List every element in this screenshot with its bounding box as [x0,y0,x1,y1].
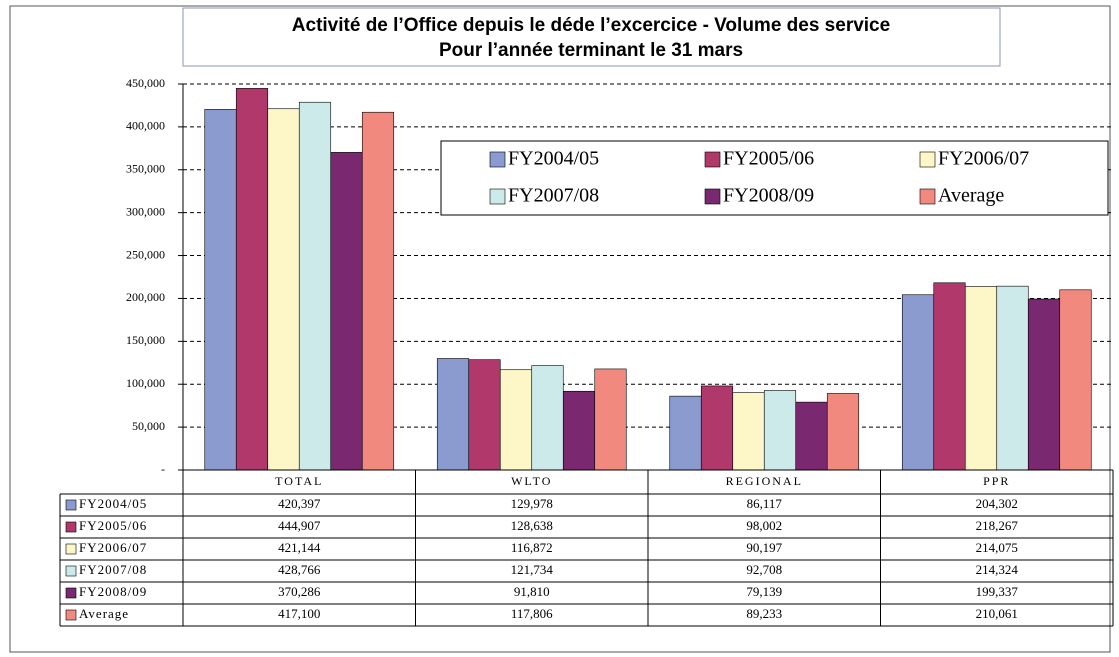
bar [204,109,237,471]
table-cell: 210,061 [976,606,1018,621]
legend-label: FY2007/08 [508,185,599,207]
legend-label: FY2008/09 [723,185,814,207]
bar [468,359,501,471]
table-cell: 128,638 [511,518,553,533]
table-row-label: Average [79,606,129,621]
title-box [182,7,1001,67]
y-tick-label: 50,000 [132,419,165,433]
table-cell: 79,139 [746,584,782,599]
table-row-label: FY2006/07 [79,540,147,555]
table-row-label: FY2008/09 [79,584,147,599]
table-cell: 117,806 [511,606,553,621]
table-cell: 86,117 [747,496,783,511]
frame [9,5,1111,653]
bar [996,285,1029,471]
legend-label: FY2004/05 [508,148,599,170]
table-row-label: FY2004/05 [79,496,147,511]
legend-label: FY2006/07 [938,148,1029,170]
bar [933,282,966,471]
table-header: PPR [983,474,1010,488]
table-cell: 89,233 [746,606,782,621]
table-cell: 370,286 [278,584,321,599]
table-cell: 428,766 [278,562,321,577]
bar [361,111,395,471]
table-cell: 199,337 [976,584,1019,599]
table-cell: 121,734 [511,562,554,577]
bar [795,401,828,471]
table-cell: 218,267 [976,518,1019,533]
y-tick-label: 250,000 [126,247,165,261]
bar [436,358,470,471]
bar [901,294,935,471]
y-tick-label: 150,000 [126,333,165,347]
bar [700,385,734,471]
table-cell: 214,324 [976,562,1019,577]
bar [669,395,702,471]
bar [499,369,533,471]
legend-swatch [704,151,721,168]
table-cell: 116,872 [511,540,553,555]
y-tick-label: 400,000 [126,119,165,133]
legend-swatch [489,151,506,168]
table-cell: 421,144 [278,540,321,555]
table-cell: 92,708 [746,562,782,577]
bar [235,88,269,471]
table-cell: 129,978 [511,496,553,511]
y-tick-label: 450,000 [126,76,165,90]
table-cell: 98,002 [746,518,782,533]
y-tick-label: 350,000 [126,162,165,176]
table-swatch [65,565,77,577]
legend-box [440,140,1109,216]
bar [330,152,363,471]
legend-swatch [489,188,506,205]
y-tick-label: 300,000 [126,204,165,218]
bar [298,101,332,471]
y-tick-label: 100,000 [126,376,165,390]
chart-title: Activité de l’Office depuis le déde l’ex… [292,15,890,36]
bar [1059,289,1092,471]
bar [267,108,300,471]
bar [732,392,765,471]
table-row-label: FY2005/06 [79,518,147,533]
chart-subtitle: Pour l’année terminant le 31 mars [439,40,743,61]
y-tick-label: - [161,462,165,476]
bar [594,368,627,471]
table-cell: 444,907 [278,518,321,533]
table-cell: 91,810 [514,584,550,599]
table-cell: 420,397 [278,496,321,511]
table-cell: 204,302 [976,496,1018,511]
table-swatch [65,521,77,533]
table-cell: 90,197 [746,540,782,555]
bar [531,365,564,471]
legend-swatch [919,188,936,205]
table-cell: 214,075 [976,540,1018,555]
table-row-label: FY2007/08 [79,562,147,577]
legend-swatch [704,188,721,205]
bar [763,390,797,471]
legend-label: FY2005/06 [723,148,814,170]
table-header: REGIONAL [726,474,803,488]
table-swatch [65,543,77,555]
y-tick-label: 200,000 [126,290,165,304]
legend-label: Average [938,185,1004,207]
table-header: WLTO [511,474,552,488]
table-swatch [65,587,77,599]
table-swatch [65,499,77,511]
table-header: TOTAL [275,474,323,488]
bar [1027,298,1061,471]
bar [826,393,860,471]
table-swatch [65,609,77,621]
legend-swatch [919,151,936,168]
bar [562,390,596,471]
bar [964,286,998,471]
table-cell: 417,100 [278,606,320,621]
